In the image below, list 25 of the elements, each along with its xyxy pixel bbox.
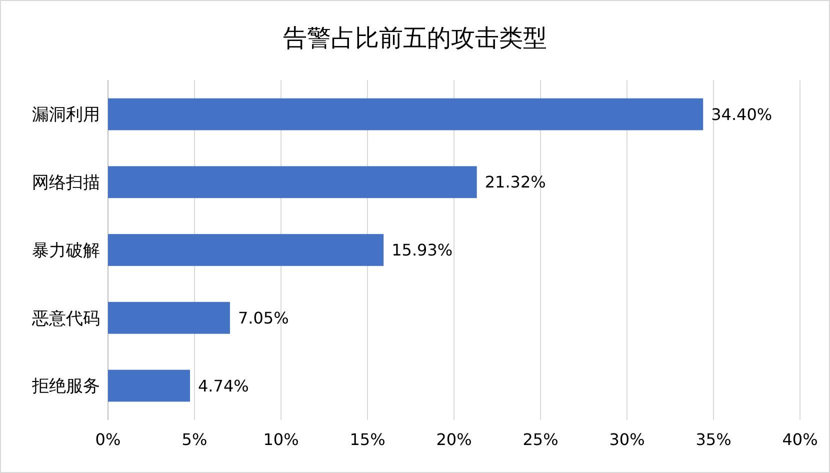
y-tick-label: 恶意代码 — [31, 308, 100, 329]
x-tick-label: 15% — [350, 430, 386, 449]
y-tick-label: 漏洞利用 — [32, 105, 100, 126]
y-tick-label: 拒绝服务 — [31, 376, 100, 397]
bar — [108, 370, 190, 402]
x-tick-label: 20% — [436, 430, 472, 449]
x-tick-label: 0% — [95, 430, 121, 449]
y-tick-label: 暴力破解 — [32, 240, 100, 261]
x-tick-label: 5% — [182, 430, 208, 449]
data-label: 34.40% — [711, 104, 772, 124]
data-label: 15.93% — [392, 240, 453, 260]
data-label: 7.05% — [238, 308, 289, 328]
bar — [108, 302, 230, 334]
data-label: 4.74% — [198, 376, 249, 396]
bar — [108, 234, 384, 266]
x-tick-label: 40% — [782, 430, 818, 449]
chart-title: 告警占比前五的攻击类型 — [283, 24, 547, 52]
x-tick-label: 35% — [696, 430, 732, 449]
data-label: 21.32% — [484, 172, 546, 192]
x-tick-label: 10% — [263, 430, 299, 449]
x-tick-label: 30% — [609, 430, 645, 449]
y-tick-label: 网络扫描 — [32, 173, 100, 194]
bar — [108, 166, 477, 198]
bar — [108, 98, 704, 130]
x-tick-label: 25% — [522, 430, 558, 449]
